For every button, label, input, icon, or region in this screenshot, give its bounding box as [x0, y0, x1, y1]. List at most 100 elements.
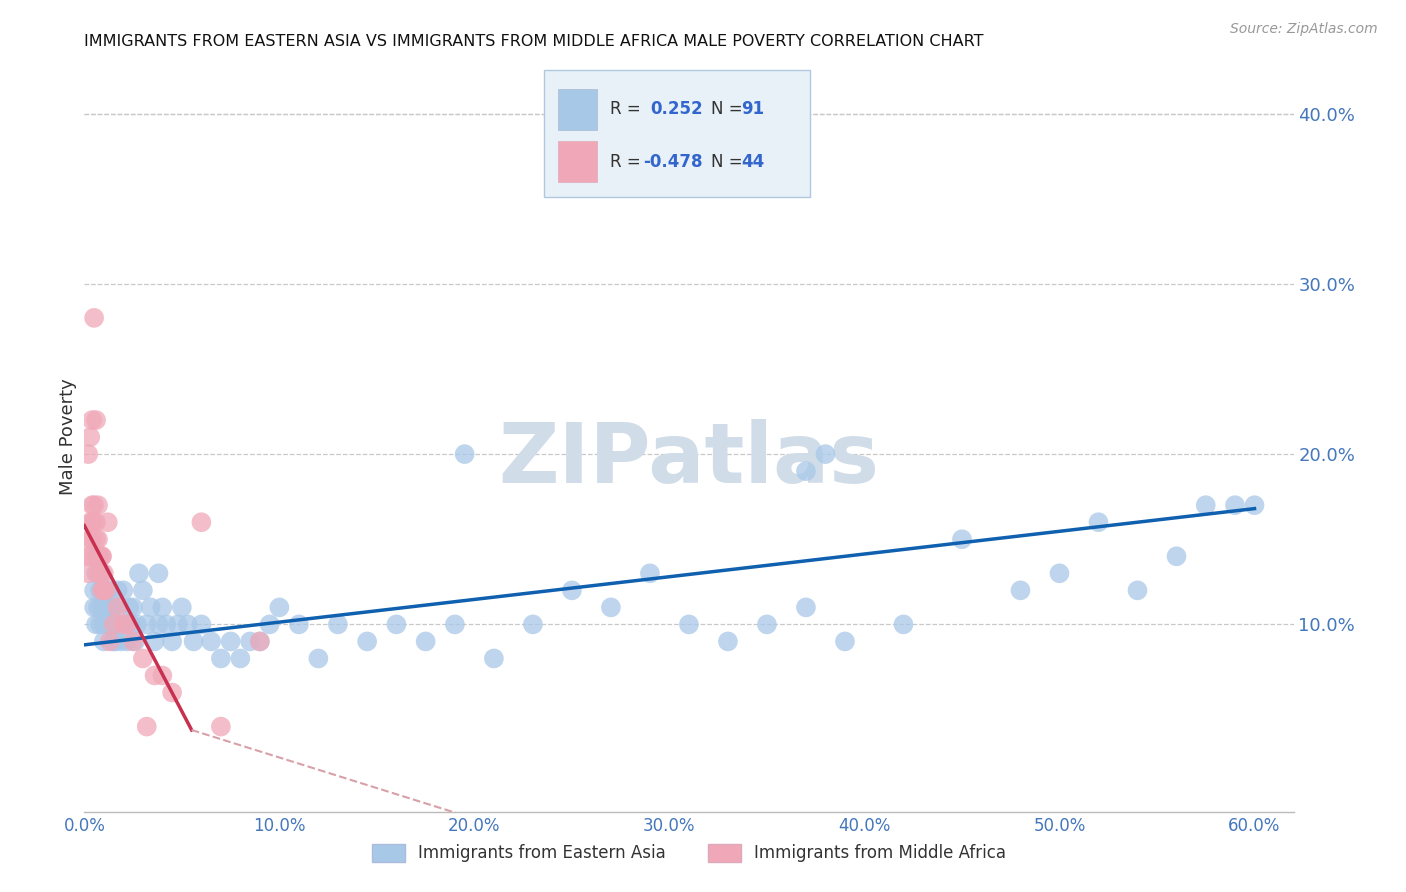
Point: [107, 583, 129, 598]
Text: Source: ZipAtlas.com: Source: ZipAtlas.com: [1230, 22, 1378, 37]
Point: [117, 617, 139, 632]
Text: N =: N =: [710, 100, 748, 118]
Point: [561, 583, 583, 598]
Point: [79, 533, 101, 547]
Point: [89, 566, 111, 581]
Point: [288, 617, 311, 632]
Point: [356, 634, 378, 648]
Point: [87, 600, 110, 615]
Point: [190, 617, 212, 632]
Point: [94, 583, 117, 598]
Point: [79, 549, 101, 564]
Point: [415, 634, 437, 648]
Point: [1243, 498, 1265, 512]
Point: [183, 634, 205, 648]
Point: [259, 617, 281, 632]
Point: [600, 600, 623, 615]
Point: [1087, 515, 1109, 529]
Point: [104, 617, 127, 632]
Point: [132, 651, 155, 665]
Point: [453, 447, 475, 461]
Point: [104, 634, 127, 648]
Point: [170, 600, 193, 615]
Point: [98, 617, 121, 632]
Point: [148, 566, 170, 581]
Point: [89, 583, 111, 598]
Point: [269, 600, 291, 615]
Point: [124, 634, 146, 648]
Point: [90, 549, 112, 564]
Point: [79, 430, 101, 444]
Point: [160, 685, 183, 699]
Point: [638, 566, 661, 581]
Text: N =: N =: [710, 153, 748, 171]
Point: [103, 600, 125, 615]
Point: [239, 634, 262, 648]
Point: [87, 566, 110, 581]
Point: [82, 498, 104, 512]
Point: [93, 617, 115, 632]
Point: [143, 634, 166, 648]
Point: [82, 515, 104, 529]
Point: [97, 600, 120, 615]
Point: [209, 651, 232, 665]
Point: [155, 617, 177, 632]
Point: [89, 549, 111, 564]
Point: [834, 634, 856, 648]
Point: [97, 617, 120, 632]
Point: [122, 634, 145, 648]
Point: [89, 617, 111, 632]
Point: [83, 600, 105, 615]
Point: [84, 533, 107, 547]
Point: [209, 720, 232, 734]
Point: [82, 533, 104, 547]
Point: [249, 634, 271, 648]
Point: [84, 413, 107, 427]
Point: [114, 617, 136, 632]
Point: [84, 617, 107, 632]
Point: [107, 600, 129, 615]
Point: [143, 668, 166, 682]
Bar: [558, 88, 598, 130]
Point: [125, 617, 148, 632]
Text: IMMIGRANTS FROM EASTERN ASIA VS IMMIGRANTS FROM MIDDLE AFRICA MALE POVERTY CORRE: IMMIGRANTS FROM EASTERN ASIA VS IMMIGRAN…: [84, 34, 984, 49]
Point: [84, 515, 107, 529]
Point: [1010, 583, 1032, 598]
Text: 0.252: 0.252: [650, 100, 703, 118]
Point: [307, 651, 329, 665]
Point: [122, 600, 145, 615]
Point: [84, 549, 107, 564]
Point: [82, 413, 104, 427]
Point: [79, 515, 101, 529]
Text: 44: 44: [741, 153, 765, 171]
Point: [132, 583, 155, 598]
Point: [93, 583, 115, 598]
Point: [229, 651, 252, 665]
Point: [950, 533, 973, 547]
Y-axis label: Male Poverty: Male Poverty: [59, 379, 77, 495]
Point: [117, 634, 139, 648]
Point: [90, 600, 112, 615]
Point: [219, 634, 242, 648]
Point: [678, 617, 700, 632]
Point: [83, 583, 105, 598]
Text: R =: R =: [610, 100, 651, 118]
Text: 91: 91: [741, 100, 763, 118]
Point: [814, 447, 837, 461]
Point: [128, 566, 150, 581]
Text: -0.478: -0.478: [643, 153, 703, 171]
Point: [444, 617, 467, 632]
Point: [87, 533, 110, 547]
Bar: [558, 141, 598, 182]
Point: [135, 617, 157, 632]
Point: [93, 634, 115, 648]
Point: [110, 634, 132, 648]
Point: [93, 566, 115, 581]
Point: [1049, 566, 1071, 581]
Point: [385, 617, 408, 632]
Point: [190, 515, 212, 529]
Text: R =: R =: [610, 153, 647, 171]
Point: [249, 634, 271, 648]
Point: [77, 447, 100, 461]
Point: [893, 617, 915, 632]
